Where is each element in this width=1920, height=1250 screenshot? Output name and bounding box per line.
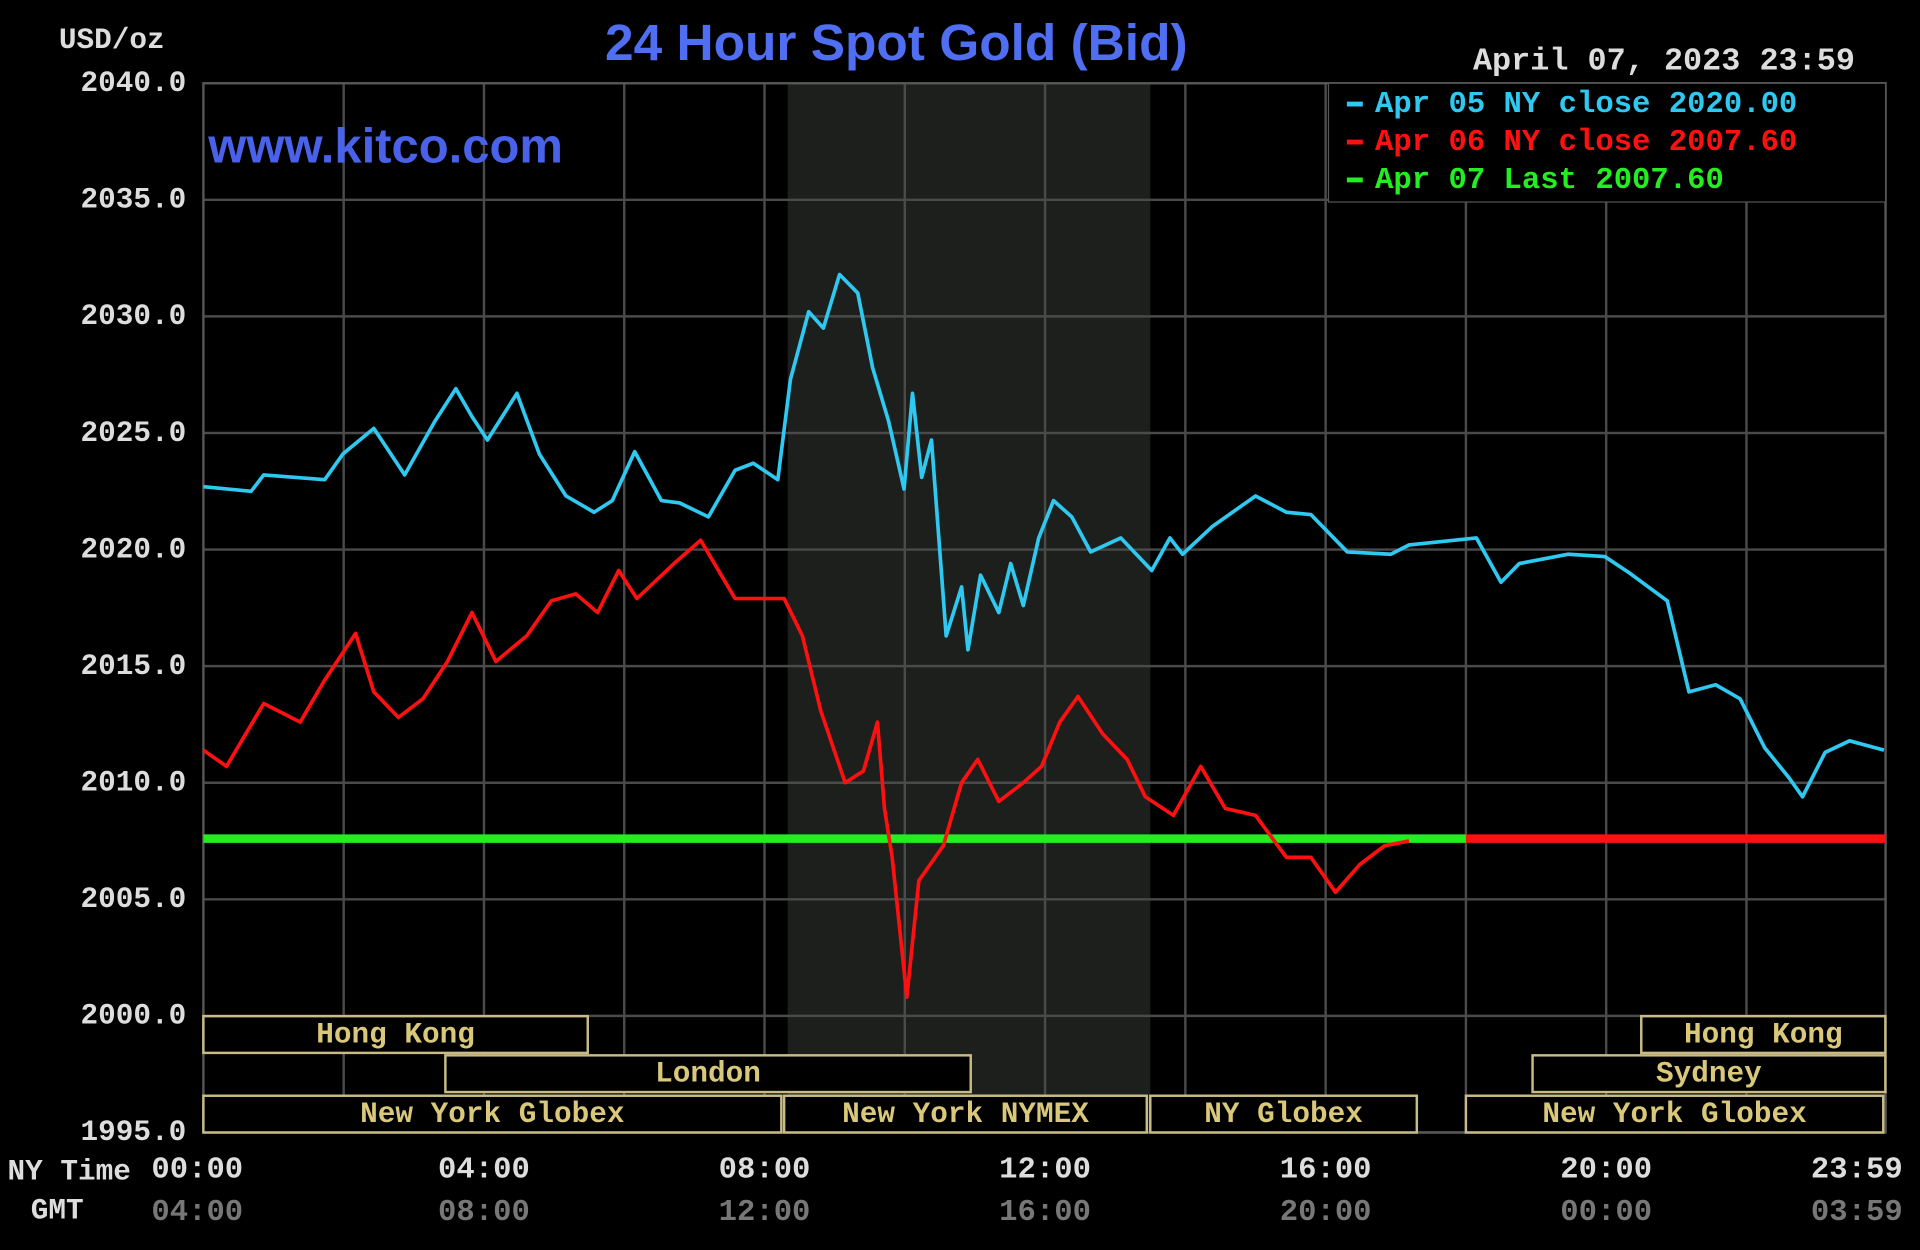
x2-axis-label: GMT bbox=[31, 1195, 84, 1228]
x-tick-label: 08:00 bbox=[719, 1153, 811, 1187]
session-label: Hong Kong bbox=[1684, 1018, 1843, 1051]
x-tick-label: 04:00 bbox=[438, 1153, 530, 1187]
legend-label: Apr 07 Last 2007.60 bbox=[1375, 164, 1724, 198]
x-tick-label: 16:00 bbox=[1280, 1153, 1372, 1187]
x2-tick-label: 04:00 bbox=[151, 1196, 243, 1230]
session-label: Hong Kong bbox=[316, 1018, 475, 1051]
session-box bbox=[1531, 1054, 1887, 1094]
plot-layer: 1995.0 2000.0 2005.0 2010.0 2015.0 2020.0 2025… bbox=[80, 67, 1902, 1230]
legend-box bbox=[1327, 82, 1887, 203]
session-box bbox=[444, 1054, 972, 1094]
session-box bbox=[202, 1094, 783, 1134]
legend-label: Apr 05 NY close 2020.00 bbox=[1375, 88, 1797, 122]
session-box bbox=[782, 1094, 1148, 1134]
y-tick-label: 2040.0 bbox=[80, 67, 186, 100]
x2-tick-label: 20:00 bbox=[1280, 1196, 1372, 1230]
session-box bbox=[1464, 1094, 1885, 1134]
session-box bbox=[1640, 1014, 1887, 1055]
session-label: Sydney bbox=[1656, 1057, 1762, 1090]
session-label: New York Globex bbox=[360, 1098, 624, 1131]
y-tick-label: 2005.0 bbox=[80, 883, 186, 916]
session-label: New York NYMEX bbox=[842, 1098, 1089, 1131]
x-tick-label: 00:00 bbox=[151, 1153, 243, 1187]
y-tick-label: 2025.0 bbox=[80, 417, 186, 450]
x-axis-label: NY Time bbox=[8, 1155, 131, 1188]
session-box bbox=[202, 1014, 589, 1055]
session-label: London bbox=[655, 1057, 761, 1090]
y-axis-label: USD/oz bbox=[59, 24, 165, 57]
y-tick-label: 1995.0 bbox=[80, 1116, 186, 1149]
line bbox=[202, 538, 1410, 1000]
y-tick-label: 2030.0 bbox=[80, 300, 186, 333]
date-label: April 07, 2023 23:59 bbox=[1473, 44, 1855, 80]
x2-tick-label: 08:00 bbox=[438, 1196, 530, 1230]
watermark: www.kitco.com bbox=[207, 119, 563, 173]
x2-tick-label: 00:00 bbox=[1560, 1196, 1652, 1230]
y-tick-label: 2010.0 bbox=[80, 766, 186, 799]
x2-tick-label: 03:59 bbox=[1811, 1196, 1903, 1230]
x-tick-label: 20:00 bbox=[1560, 1153, 1652, 1187]
x-tick-label: 23:59 bbox=[1811, 1153, 1903, 1187]
session-box bbox=[1149, 1094, 1419, 1134]
shaded-band bbox=[787, 83, 1151, 1133]
legend-label: Apr 06 NY close 2007.60 bbox=[1375, 126, 1797, 160]
y-tick-label: 2035.0 bbox=[80, 184, 186, 217]
session-label: New York Globex bbox=[1542, 1098, 1806, 1131]
y-tick-label: 2015.0 bbox=[80, 650, 186, 683]
y-tick-label: 2020.0 bbox=[80, 533, 186, 566]
session-label: NY Globex bbox=[1204, 1098, 1363, 1131]
chart-title: 24 Hour Spot Gold (Bid) bbox=[605, 13, 1188, 71]
line bbox=[203, 272, 1885, 799]
y-tick-label: 2000.0 bbox=[80, 1000, 186, 1033]
x-tick-label: 12:00 bbox=[999, 1153, 1091, 1187]
x2-tick-label: 12:00 bbox=[719, 1196, 811, 1230]
x2-tick-label: 16:00 bbox=[999, 1196, 1091, 1230]
